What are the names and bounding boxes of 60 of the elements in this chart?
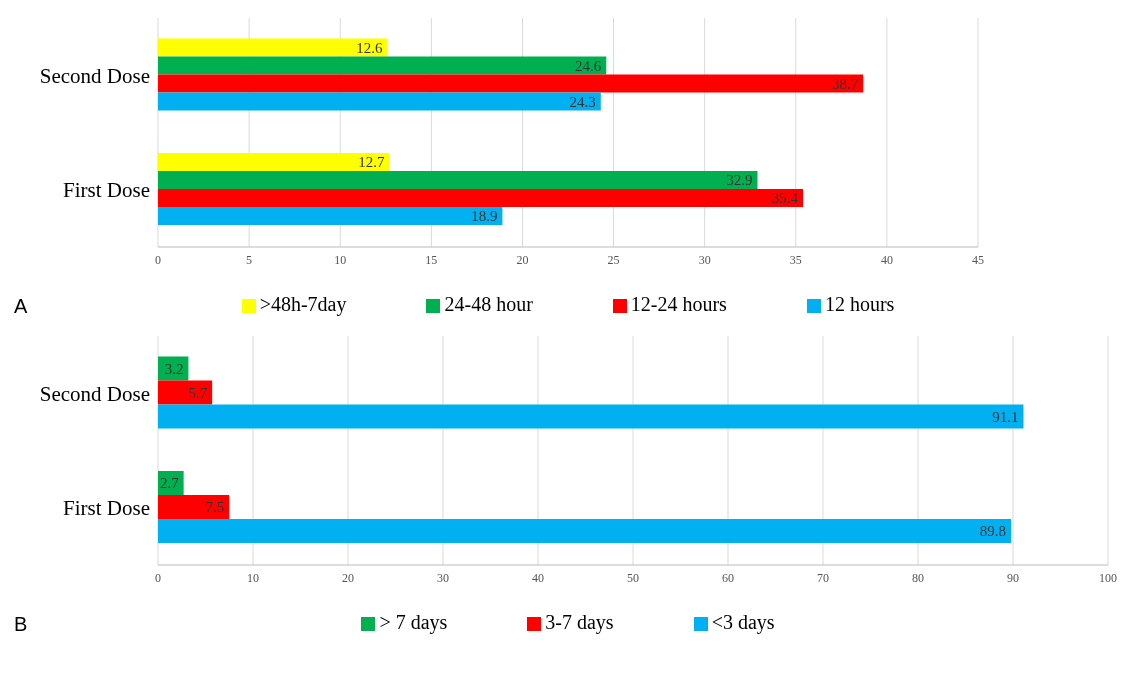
bar [158, 495, 230, 520]
x-tick-label: 25 [607, 252, 620, 267]
data-label: 89.8 [979, 523, 1007, 540]
data-label: 18.9 [471, 208, 498, 225]
text: A [14, 295, 28, 318]
x-tick-label: 10 [334, 252, 347, 267]
legend-label: 12-24 hours [630, 293, 727, 315]
x-tick-label: 20 [516, 252, 529, 267]
y-tick-label: First Dose [63, 496, 150, 521]
x-tick-label: 50 [627, 570, 639, 585]
data-label: 24.6 [575, 57, 602, 74]
y-tick-label: First Dose [63, 178, 150, 203]
data-label: 35.4 [771, 190, 799, 207]
x-tick-label: 40 [532, 570, 544, 585]
x-tick-label: 10 [247, 570, 259, 585]
data-label: 32.9 [726, 172, 753, 189]
x-tick-label: 0 [155, 570, 161, 585]
bar [158, 404, 1024, 429]
y-tick-label: Second Dose [39, 63, 150, 88]
bar [158, 38, 388, 57]
bar [158, 519, 1012, 544]
x-tick-label: 5 [246, 252, 253, 267]
data-label: 2.7 [159, 475, 180, 492]
bar [158, 92, 601, 111]
legend-label: > 7 days [379, 611, 448, 633]
bar [158, 74, 864, 93]
bar [158, 207, 503, 226]
x-tick-label: 90 [1007, 570, 1019, 585]
data-label: 3.2 [164, 360, 184, 377]
bar [158, 380, 213, 405]
x-tick-label: 30 [437, 570, 449, 585]
bar [158, 56, 607, 75]
data-label: 24.3 [569, 93, 596, 110]
data-label: 12.6 [356, 39, 384, 56]
bar [158, 153, 390, 172]
bar [158, 189, 804, 208]
x-tick-label: 80 [912, 570, 924, 585]
y-tick-label: Second Dose [39, 381, 150, 406]
x-tick-label: 15 [425, 252, 438, 267]
bar [158, 171, 758, 190]
x-tick-label: 70 [817, 570, 829, 585]
x-tick-label: 20 [342, 570, 354, 585]
x-tick-label: 35 [789, 252, 802, 267]
legend-label: <3 days [711, 611, 775, 633]
x-tick-label: 40 [880, 252, 893, 267]
data-label: 38.7 [831, 75, 859, 92]
x-tick-label: 100 [1099, 570, 1117, 585]
x-tick-label: 60 [722, 570, 734, 585]
legend-label: 3-7 days [545, 611, 614, 633]
legend-label: >48h-7day [259, 293, 347, 315]
legend-label: 24-48 hour [444, 293, 533, 315]
data-label: 7.5 [205, 499, 225, 516]
data-label: 12.7 [358, 154, 385, 171]
text: B [14, 613, 28, 636]
x-tick-label: 45 [972, 252, 984, 267]
data-label: 91.1 [992, 408, 1019, 425]
legend-label: 12 hours [824, 293, 895, 315]
data-label: 5.7 [188, 384, 208, 401]
x-tick-label: 30 [698, 252, 711, 267]
x-tick-label: 0 [155, 252, 161, 267]
